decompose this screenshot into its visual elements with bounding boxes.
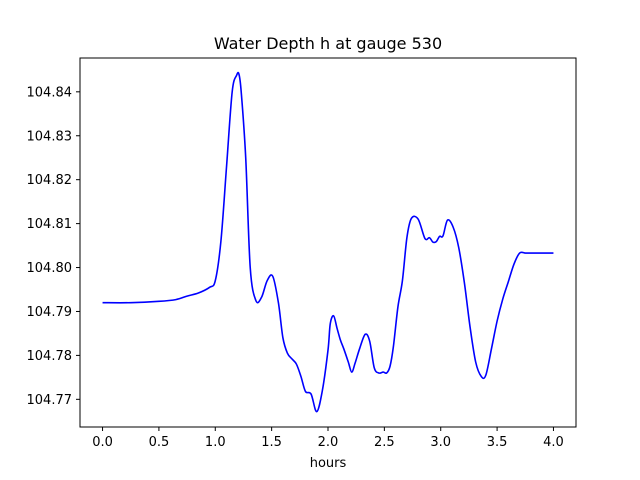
x-tick-label: 0.0	[92, 435, 113, 450]
series-line-0	[102, 71, 554, 413]
x-tick-label: 0.5	[149, 435, 170, 450]
x-tick-label: 3.5	[487, 435, 508, 450]
x-tick-label: 4.0	[543, 435, 564, 450]
x-axis-title: hours	[310, 456, 347, 471]
y-tick-label: 104.82	[27, 173, 73, 188]
x-tick-label: 3.0	[430, 435, 451, 450]
y-tick-label: 104.84	[27, 85, 73, 100]
plot-layer	[102, 71, 554, 413]
ticks-layer: 0.0 0.5 1.0 1.5 2.0 2.5 3.0 3.5 4.0 104.77 104.78 1…	[27, 85, 564, 450]
chart-title: Water Depth h at gauge 530	[214, 34, 442, 53]
x-tick-label: 2.0	[318, 435, 339, 450]
x-tick-label: 1.0	[205, 435, 226, 450]
y-tick-label: 104.80	[27, 261, 73, 276]
y-tick-label: 104.83	[27, 129, 73, 144]
x-tick-label: 2.5	[374, 435, 395, 450]
y-tick-label: 104.77	[27, 393, 73, 408]
y-tick-label: 104.81	[27, 217, 73, 232]
y-tick-label: 104.79	[27, 305, 73, 320]
x-tick-label: 1.5	[261, 435, 282, 450]
y-tick-label: 104.78	[27, 349, 73, 364]
